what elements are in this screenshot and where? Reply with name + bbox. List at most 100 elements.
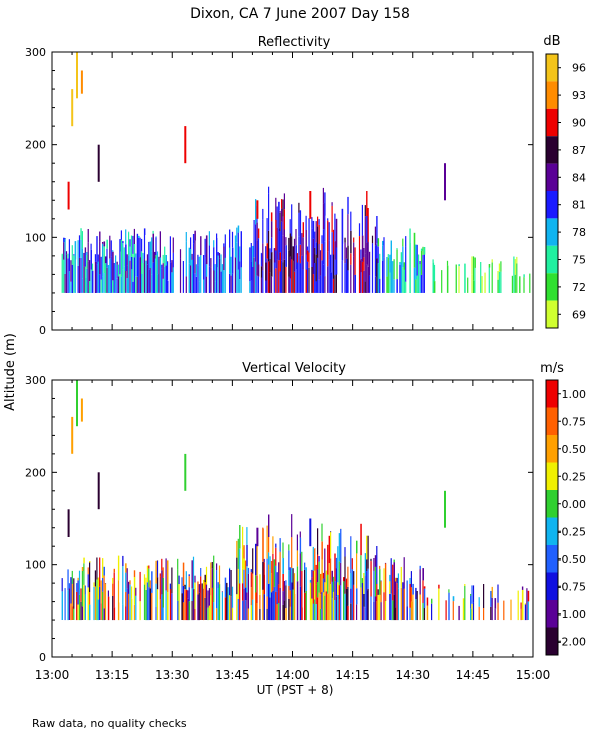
echo-cell bbox=[77, 580, 79, 605]
echo-cell bbox=[112, 280, 114, 293]
echo-cell bbox=[358, 236, 361, 261]
echo-cell bbox=[213, 589, 215, 603]
echo-cell bbox=[266, 243, 268, 259]
colorbar-label: 1.00 bbox=[562, 388, 587, 401]
echo-cell bbox=[409, 261, 411, 293]
echo-cell bbox=[260, 252, 262, 254]
echo-cell bbox=[293, 594, 296, 620]
echo-cell bbox=[367, 208, 369, 243]
echo-cell bbox=[347, 245, 349, 271]
echo-cell bbox=[197, 581, 199, 595]
echo-cell bbox=[68, 583, 70, 589]
echo-cell bbox=[71, 570, 73, 584]
echo-cell bbox=[318, 279, 320, 293]
echo-cell bbox=[285, 237, 287, 246]
echo-cell bbox=[216, 267, 218, 293]
echo-cell bbox=[106, 239, 108, 249]
echo-cell bbox=[383, 257, 385, 293]
echo-cell bbox=[324, 548, 326, 583]
echo-cell bbox=[283, 248, 285, 260]
echo-cell bbox=[356, 553, 358, 589]
colorbar-swatch bbox=[546, 300, 558, 328]
echo-cell bbox=[441, 270, 443, 293]
echo-cell bbox=[363, 248, 365, 258]
echo-cell bbox=[296, 581, 299, 621]
echo-cell bbox=[296, 550, 298, 567]
echo-cell bbox=[312, 254, 315, 275]
echo-cell bbox=[455, 264, 457, 293]
echo-cell bbox=[159, 576, 161, 600]
echo-cell bbox=[275, 197, 277, 220]
echo-cell bbox=[61, 578, 63, 592]
echo-cell bbox=[360, 272, 362, 293]
echo-cell bbox=[335, 596, 337, 621]
echo-cell bbox=[285, 245, 287, 267]
echo-cell bbox=[513, 256, 515, 276]
echo-cell bbox=[296, 253, 298, 263]
echo-cell bbox=[448, 592, 450, 621]
echo-cell bbox=[259, 594, 261, 609]
echo-cell bbox=[317, 226, 319, 258]
echo-cell bbox=[99, 274, 101, 293]
echo-cell bbox=[138, 237, 140, 266]
echo-cell bbox=[347, 270, 349, 293]
echo-cell bbox=[332, 254, 335, 279]
echo-cell bbox=[354, 247, 356, 275]
echo-cell bbox=[226, 582, 228, 620]
echo-cell bbox=[77, 240, 79, 266]
echo-cell bbox=[64, 588, 66, 621]
echo-cell bbox=[289, 278, 291, 293]
echo-cell bbox=[255, 199, 257, 225]
echo-cell bbox=[364, 205, 366, 217]
echo-cell bbox=[119, 239, 121, 252]
echo-cell bbox=[77, 604, 79, 621]
echo-cell bbox=[396, 249, 398, 280]
echo-cell bbox=[239, 261, 241, 280]
echo-cell bbox=[471, 585, 473, 604]
echo-cell bbox=[350, 264, 352, 293]
echo-cell bbox=[389, 272, 391, 293]
echo-cell bbox=[84, 252, 86, 267]
echo-cell bbox=[298, 212, 300, 237]
echo-cell bbox=[169, 262, 172, 293]
echo-cell bbox=[514, 259, 516, 275]
echo-cell bbox=[255, 543, 257, 576]
echo-cell bbox=[327, 544, 329, 575]
echo-cell bbox=[122, 243, 124, 270]
echo-cell bbox=[74, 241, 77, 260]
echo-cell bbox=[433, 264, 436, 282]
echo-cell bbox=[392, 564, 394, 601]
echo-cell bbox=[86, 252, 88, 255]
echo-cell bbox=[135, 587, 137, 596]
echo-cell bbox=[433, 281, 436, 293]
colorbar-swatch bbox=[546, 218, 558, 246]
echo-cell bbox=[366, 242, 368, 265]
echo-cell bbox=[390, 558, 392, 594]
echo-cell bbox=[402, 238, 404, 247]
echo-cell bbox=[99, 557, 101, 587]
echo-cell bbox=[269, 597, 271, 621]
colorbar-label: 69 bbox=[572, 308, 586, 321]
echo-cell bbox=[347, 566, 349, 587]
echo-cell bbox=[520, 602, 522, 609]
echo-cell bbox=[96, 557, 98, 580]
echo-cell bbox=[262, 243, 264, 271]
echo-cell bbox=[86, 254, 88, 269]
echo-cell bbox=[356, 540, 358, 554]
echo-cell bbox=[84, 266, 86, 278]
echo-cell bbox=[464, 584, 466, 586]
echo-cell bbox=[178, 584, 180, 621]
echo-cell bbox=[311, 569, 313, 578]
echo-cell bbox=[130, 235, 133, 246]
echo-cell bbox=[396, 577, 398, 584]
echo-cell bbox=[146, 565, 149, 583]
echo-cell bbox=[80, 601, 82, 621]
echo-cell bbox=[278, 562, 280, 585]
echo-cell bbox=[257, 228, 260, 239]
echo-cell bbox=[239, 279, 241, 293]
echo-cell bbox=[237, 568, 239, 599]
echo-cell bbox=[185, 589, 188, 621]
y-axis-label: Altitude (m) bbox=[3, 333, 18, 411]
echo-cell bbox=[99, 231, 101, 242]
echo-cell bbox=[399, 264, 401, 293]
